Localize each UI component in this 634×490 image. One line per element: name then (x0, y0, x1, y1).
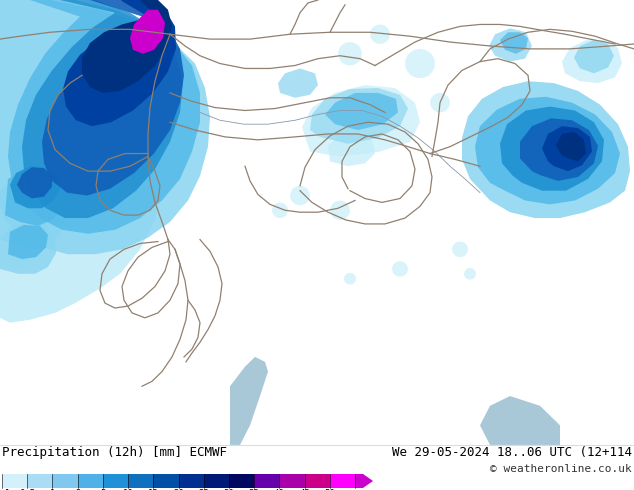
Polygon shape (325, 93, 398, 130)
Polygon shape (338, 42, 362, 66)
Bar (128, 474, 153, 488)
Polygon shape (370, 24, 390, 44)
Bar (204, 474, 229, 488)
Polygon shape (10, 166, 60, 208)
Text: © weatheronline.co.uk: © weatheronline.co.uk (490, 464, 632, 474)
Text: 45: 45 (299, 489, 310, 490)
Polygon shape (0, 222, 56, 274)
Text: 0.1: 0.1 (0, 489, 10, 490)
Polygon shape (130, 10, 165, 54)
Text: 1: 1 (49, 489, 55, 490)
Bar (330, 474, 355, 488)
Polygon shape (500, 107, 604, 191)
FancyArrow shape (355, 474, 373, 488)
Text: Precipitation (12h) [mm] ECMWF: Precipitation (12h) [mm] ECMWF (2, 446, 227, 459)
Polygon shape (556, 132, 586, 161)
Polygon shape (0, 112, 68, 269)
Bar (153, 474, 179, 488)
Polygon shape (328, 134, 375, 166)
Polygon shape (5, 171, 65, 226)
Polygon shape (574, 40, 614, 74)
Polygon shape (82, 0, 172, 93)
Text: 30: 30 (224, 489, 235, 490)
Polygon shape (8, 0, 200, 234)
Bar (27, 474, 53, 488)
Text: 2: 2 (75, 489, 81, 490)
Polygon shape (0, 0, 165, 323)
Polygon shape (462, 81, 630, 218)
Bar (229, 474, 254, 488)
Polygon shape (0, 0, 210, 254)
Polygon shape (310, 88, 408, 144)
Polygon shape (63, 0, 176, 126)
Bar (280, 474, 304, 488)
Polygon shape (475, 97, 620, 204)
Text: 50: 50 (325, 489, 335, 490)
Polygon shape (520, 118, 598, 181)
Polygon shape (272, 202, 288, 218)
Polygon shape (0, 181, 65, 249)
Polygon shape (230, 357, 268, 445)
Polygon shape (542, 126, 592, 171)
Polygon shape (464, 268, 476, 280)
Polygon shape (330, 200, 350, 220)
Polygon shape (430, 93, 450, 112)
Text: We 29-05-2024 18..06 UTC (12+114: We 29-05-2024 18..06 UTC (12+114 (392, 446, 632, 459)
Text: 35: 35 (249, 489, 259, 490)
Bar (304, 474, 330, 488)
Polygon shape (290, 186, 310, 205)
Text: 40: 40 (274, 489, 285, 490)
Bar (179, 474, 204, 488)
Polygon shape (489, 28, 532, 62)
Bar (77, 474, 103, 488)
Text: 15: 15 (148, 489, 158, 490)
Bar (254, 474, 280, 488)
Bar (103, 474, 128, 488)
Text: 20: 20 (173, 489, 184, 490)
Bar (2, 474, 27, 488)
Polygon shape (500, 32, 528, 54)
Text: 0.5: 0.5 (19, 489, 36, 490)
Polygon shape (22, 0, 183, 218)
Bar (53, 474, 77, 488)
Polygon shape (452, 242, 468, 257)
Polygon shape (344, 273, 356, 285)
Polygon shape (302, 85, 420, 156)
Text: 5: 5 (100, 489, 105, 490)
Polygon shape (562, 40, 622, 83)
Text: 10: 10 (123, 489, 133, 490)
Text: 25: 25 (198, 489, 209, 490)
Polygon shape (17, 167, 52, 198)
Polygon shape (42, 0, 184, 196)
Polygon shape (392, 261, 408, 277)
Polygon shape (278, 69, 318, 98)
Polygon shape (8, 225, 48, 259)
Polygon shape (405, 49, 435, 78)
Polygon shape (480, 396, 560, 445)
